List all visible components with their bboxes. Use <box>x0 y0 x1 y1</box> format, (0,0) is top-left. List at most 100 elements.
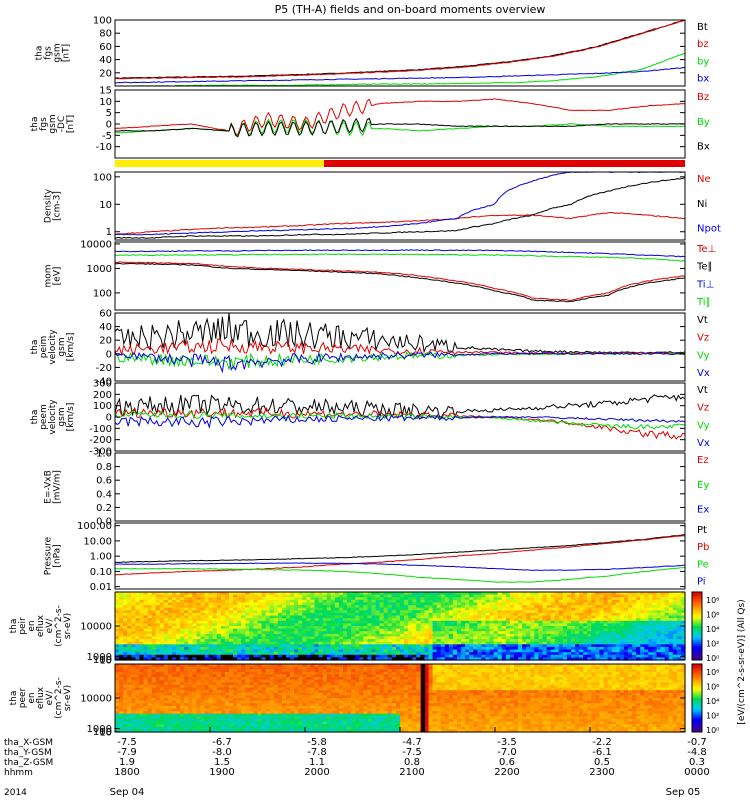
ylabel-line: Pressure <box>44 536 54 575</box>
ylabel: tha peim velocity gsm [km/s] <box>30 329 76 365</box>
legend-entry: bx <box>697 73 709 84</box>
colorbar-frame <box>691 663 703 733</box>
legend-entry: Vx <box>697 438 710 449</box>
ylabel-line: (cm^2-s- <box>54 605 64 647</box>
ylabel-line: tha <box>9 691 19 706</box>
ytick-label: 0 <box>106 120 112 131</box>
data-gap-bar <box>421 664 426 732</box>
xaxis-row-label: tha_X-GSM <box>4 738 53 748</box>
ylabel-line: velocity <box>48 329 58 365</box>
legend-entry: Vz <box>697 333 709 344</box>
ylabel-line: peer <box>18 687 28 708</box>
ylabel-line: E=-VxB <box>44 470 54 504</box>
colorbar-tick: 10² <box>706 712 719 721</box>
ylabel: tha peir en eflux eV/(cm^2-s-sr-eV) <box>9 605 73 647</box>
ylabel-line: eflux <box>36 686 46 709</box>
series-peem_velocity-Vt <box>114 394 686 419</box>
colorbar-label-text: [eV/(cm^2-s-sr-eV)] (All Qs) <box>737 599 747 724</box>
ytick-label: 10 <box>99 200 112 211</box>
series-fgs_gsm_dc-Bx <box>114 117 686 138</box>
ytick-label: 1 <box>106 227 112 238</box>
series-peem_velocity-Vz <box>114 406 686 440</box>
ytick-label: 200 <box>93 390 112 401</box>
mode-segment-0 <box>115 160 324 167</box>
colorbar-tick: 10⁸ <box>706 668 719 677</box>
figure-title: P5 (TH-A) fields and on-board moments ov… <box>275 3 546 16</box>
ytick-label: -100 <box>89 424 112 435</box>
xaxis-date: Sep 04 <box>110 787 145 798</box>
colorbar-tick: 10⁰ <box>706 654 719 663</box>
xaxis-value: 0.3 <box>689 757 705 768</box>
legend-entry: Vx <box>697 368 710 379</box>
xaxis-value: 1900 <box>209 767 234 778</box>
ylabel-line: en <box>27 620 37 631</box>
ytick-label: 0.10 <box>90 567 112 578</box>
xaxis-value: 2000 <box>304 767 329 778</box>
xaxis-year: 2014 <box>4 788 27 798</box>
xaxis-row-label: hhmm <box>4 768 33 778</box>
ylabel-line: [mV/m] <box>53 470 63 504</box>
xaxis-value: -4.7 <box>402 737 422 748</box>
ylabel-line: mom <box>44 264 54 287</box>
legend-entry: Vt <box>697 385 708 396</box>
series-temperature-Te⊥ <box>114 261 686 301</box>
ytick-label: 100.00 <box>77 521 112 532</box>
colorbar-tick: 10⁴ <box>706 697 719 706</box>
ylabel-line: gsm <box>48 114 58 133</box>
series-fgs_gsm_magnitude-bx <box>114 66 686 84</box>
ytick-label: 100 <box>93 16 112 27</box>
xaxis-value: 1.5 <box>214 757 230 768</box>
ylabel: Pressure [nPa] <box>44 536 63 575</box>
xaxis-value: 2200 <box>494 767 519 778</box>
series-density-Ne <box>114 212 686 236</box>
ylabel-line: gsm <box>53 43 63 62</box>
ytick-label: 10.00 <box>83 536 112 547</box>
legend-entry: Ex <box>697 505 709 516</box>
ytick-label: 100 <box>93 172 112 183</box>
colorbar: 10⁸ 10⁶ 10⁴ 10² 10⁰ 10⁸ 10⁶ 10⁴ 10² 10⁰ [eV/(cm^2-… <box>691 591 747 735</box>
mode-segment-1 <box>324 160 685 167</box>
ylabel: tha peer en eflux eV/(cm^2-s-sr-eV) <box>9 677 73 719</box>
series-peim_velocity-Vz <box>114 338 686 357</box>
ytick-label: 10 <box>99 655 112 666</box>
ytick-label: 10 <box>99 97 112 108</box>
ytick-label: -20 <box>96 363 112 374</box>
ytick-label: -300 <box>89 447 112 458</box>
time-axis: tha_X-GSM -7.5 -6.7 -5.8 -4.7 -3.5 -2.2 -0.7 tha… <box>4 727 710 798</box>
ytick-label: 0.01 <box>90 582 112 593</box>
xaxis-value: 0.6 <box>499 757 515 768</box>
ylabel-line: peim <box>39 336 49 359</box>
series-peim_velocity-Vx <box>114 351 686 374</box>
xaxis-value: 0.8 <box>404 757 420 768</box>
ytick-label: 60 <box>99 309 112 320</box>
xaxis-value: 1.1 <box>309 757 325 768</box>
ylabel-line: tha <box>35 46 45 61</box>
series-peem_velocity-Vy <box>114 410 686 430</box>
panel-temperature: 10000 1000 100 mom [eV] Te⊥ Te∥ Ti⊥ Ti∥ <box>44 239 716 311</box>
ytick-label: 20 <box>99 68 112 79</box>
series-fgs_gsm_dc-By <box>115 118 686 137</box>
ylabel-line: tha <box>30 410 40 425</box>
panel-efield: 1.0 0.8 0.6 0.4 0.2 0.0 E=-VxB [mV/m] Ez Ey Ex <box>44 449 710 528</box>
series-pressure-Pe <box>114 566 686 583</box>
ylabel-line: gsm <box>57 337 67 356</box>
legend-entry: Pe <box>697 559 709 570</box>
series-temperature-Ti∥ <box>114 253 686 262</box>
series-pressure-Pb <box>114 535 686 576</box>
ylabel-line: peem <box>39 404 49 430</box>
ytick-label: 60 <box>99 42 112 53</box>
legend-entry: Pt <box>697 525 707 536</box>
ytick-label: 0.4 <box>96 489 112 500</box>
ylabel-line: peir <box>18 617 28 635</box>
ylabel-line: eflux <box>36 614 46 637</box>
xaxis-value: -0.7 <box>687 737 707 748</box>
ytick-label: -40 <box>96 377 112 388</box>
ylabel-line: [nT] <box>62 44 72 62</box>
ytick-label: -200 <box>89 435 112 446</box>
ylabel-line: fgs <box>44 46 54 60</box>
xaxis-row-label: tha_Z-GSM <box>4 758 53 768</box>
ytick-label: 20 <box>99 336 112 347</box>
